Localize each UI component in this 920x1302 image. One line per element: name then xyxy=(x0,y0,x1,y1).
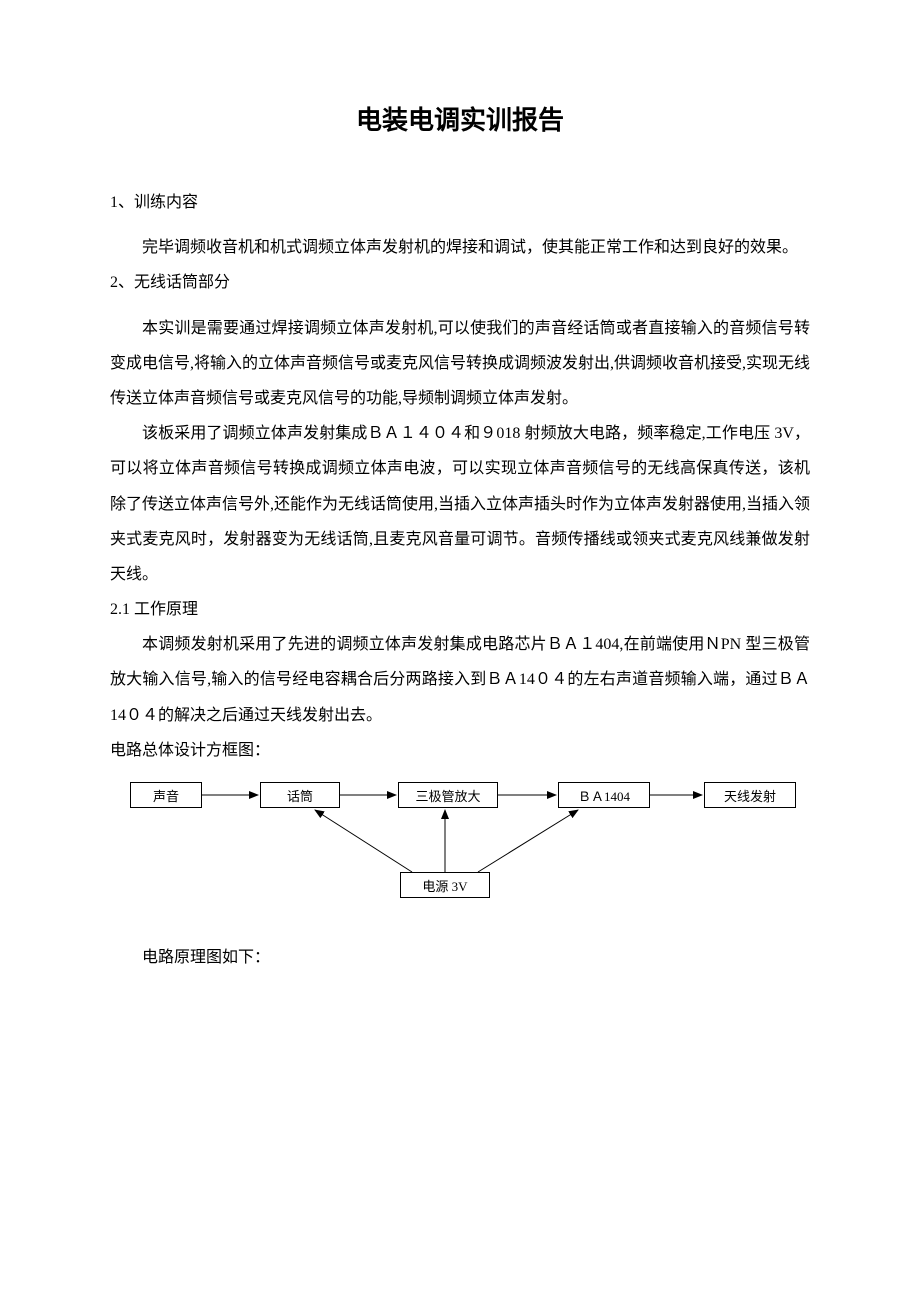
section2-p2: 该板采用了调频立体声发射集成ＢＡ１４０４和９018 射频放大电路，频率稳定,工作… xyxy=(110,416,810,592)
node-power: 电源 3V xyxy=(400,872,490,898)
node-ba: ＢＡ1404 xyxy=(558,782,650,808)
block-diagram: 声音 话筒 三极管放大 ＢＡ1404 天线发射 电源 3V xyxy=(130,782,810,922)
sub21-p1: 本调频发射机采用了先进的调频立体声发射集成电路芯片ＢＡ１404,在前端使用ＮPN… xyxy=(110,627,810,733)
node-antenna: 天线发射 xyxy=(704,782,796,808)
section2-p1: 本实训是需要通过焊接调频立体声发射机,可以使我们的声音经话筒或者直接输入的音频信… xyxy=(110,311,810,417)
node-sound: 声音 xyxy=(130,782,202,808)
page-title: 电装电调实训报告 xyxy=(110,100,810,137)
node-mic: 话筒 xyxy=(260,782,340,808)
section1-p1: 完毕调频收音机和机式调频立体声发射机的焊接和调试，使其能正常工作和达到良好的效果… xyxy=(110,230,810,265)
section2-heading: 2、无线话筒部分 xyxy=(110,265,810,300)
diagram-label: 电路总体设计方框图： xyxy=(110,733,810,768)
node-amp: 三极管放大 xyxy=(398,782,498,808)
sub21-heading: 2.1 工作原理 xyxy=(110,592,810,627)
circuit-note: 电路原理图如下： xyxy=(110,940,810,975)
section1-heading: 1、训练内容 xyxy=(110,185,810,220)
